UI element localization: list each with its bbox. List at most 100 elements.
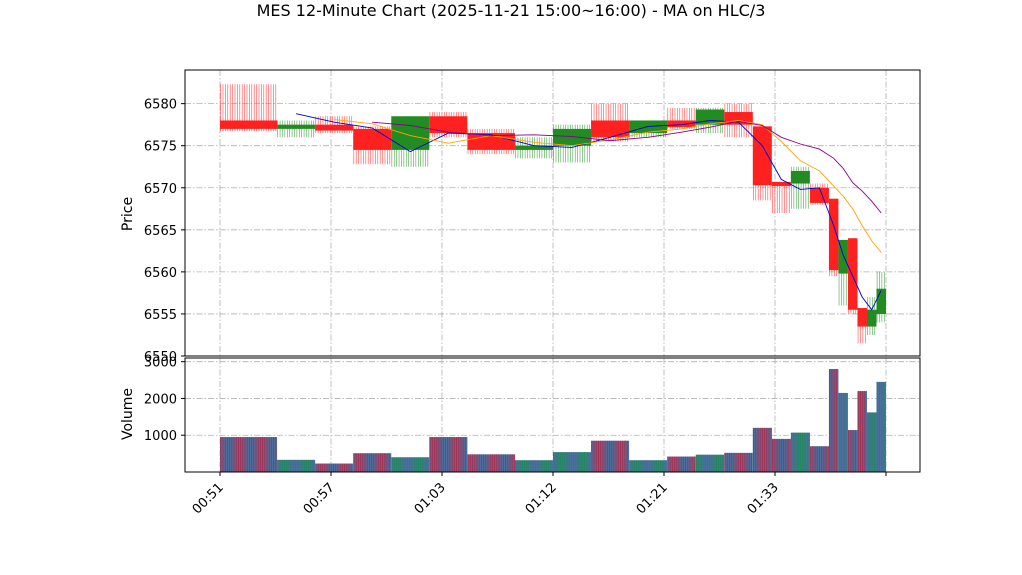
price-tick-label: 6575 <box>144 140 177 155</box>
x-axis: 00:51 00:57 01:03 01:12 01:21 01:33 <box>190 472 887 517</box>
volume-bar-body <box>553 452 592 472</box>
volume-bar <box>838 392 848 472</box>
candle <box>220 84 278 132</box>
volume-panel: 1000 2000 3000 <box>144 356 921 473</box>
candle <box>809 183 829 205</box>
price-tick-label: 6580 <box>144 98 177 113</box>
volume-tick-label: 1000 <box>144 429 177 444</box>
candle <box>391 116 430 167</box>
volume-bar <box>220 437 278 472</box>
price-tick-label: 6550 <box>144 350 177 365</box>
volume-bar-body <box>629 460 668 472</box>
candle <box>828 198 839 277</box>
candle-body <box>591 120 630 138</box>
x-tick-label: 01:21 <box>634 480 671 517</box>
moving-average-line <box>372 120 882 214</box>
candle <box>277 120 316 138</box>
candle-body <box>429 116 468 134</box>
candle <box>752 126 772 201</box>
candle <box>790 166 810 209</box>
candle <box>771 181 791 213</box>
candle-body <box>771 181 791 187</box>
volume-bar <box>771 438 791 472</box>
x-tick-label: 00:57 <box>301 480 338 517</box>
volume-bar <box>667 456 696 472</box>
candle <box>838 239 848 306</box>
candle-body <box>752 126 772 186</box>
price-panel: 6550 6555 6560 6565 6570 6575 6580 <box>144 69 921 365</box>
volume-bar <box>847 430 858 472</box>
x-tick-label: 01:12 <box>523 480 560 517</box>
candle-body <box>315 124 354 131</box>
candle <box>876 271 886 323</box>
price-tick-label: 6555 <box>144 308 177 323</box>
volume-bar <box>391 457 430 472</box>
candle-body <box>514 145 553 150</box>
candle-body <box>809 187 829 203</box>
candle-body <box>838 239 848 274</box>
candle <box>857 308 867 344</box>
volume-bar-body <box>429 437 468 472</box>
volume-axis-label: Volume <box>120 388 136 440</box>
volume-bar <box>429 437 468 472</box>
candle <box>591 103 630 142</box>
candle-body <box>866 309 877 327</box>
volume-bar-body <box>220 437 278 472</box>
candle <box>429 112 468 138</box>
volume-tick-label: 2000 <box>144 392 177 407</box>
candle-body <box>828 198 839 271</box>
x-tick-label: 01:33 <box>745 480 782 517</box>
candle-body <box>220 120 278 129</box>
volume-bar <box>752 427 772 472</box>
candle-body <box>857 308 867 327</box>
candle <box>315 116 354 134</box>
candle-body <box>847 238 858 310</box>
price-tick-label: 6560 <box>144 266 177 281</box>
volume-bar-body <box>353 453 392 472</box>
price-tick-label: 6565 <box>144 224 177 239</box>
price-tick-label: 6570 <box>144 182 177 197</box>
volume-bar <box>857 391 867 472</box>
moving-average-line <box>296 113 882 311</box>
candle <box>353 126 392 165</box>
volume-bar <box>277 459 316 472</box>
chart-title: MES 12-Minute Chart (2025-11-21 15:00~16… <box>257 1 766 20</box>
candle <box>667 107 696 129</box>
volume-bar-body <box>391 457 430 472</box>
candle-body <box>277 124 316 129</box>
candle <box>847 238 858 314</box>
volume-bar <box>876 381 886 472</box>
volume-bar-body <box>591 440 630 472</box>
volume-bar-body <box>277 459 316 472</box>
candle-body <box>391 116 430 150</box>
volume-bar <box>315 463 354 472</box>
candle-body <box>353 128 392 150</box>
candle <box>724 103 753 138</box>
volume-bar <box>724 452 753 472</box>
volume-bar <box>629 460 668 472</box>
candle-body <box>876 288 886 314</box>
volume-bar <box>353 453 392 472</box>
volume-bar <box>809 446 829 472</box>
price-axis-label: Price <box>120 197 136 231</box>
x-tick-label: 00:51 <box>190 480 227 517</box>
moving-average-line <box>334 119 882 253</box>
candle-body <box>553 128 592 146</box>
volume-bar <box>828 369 839 472</box>
volume-bar <box>467 454 515 472</box>
x-tick-label: 01:03 <box>412 480 449 517</box>
price-frame <box>184 69 921 357</box>
volume-bar <box>695 454 725 472</box>
volume-bar <box>866 412 877 472</box>
volume-bar <box>591 440 630 472</box>
candle-body <box>790 170 810 184</box>
candle <box>553 124 592 163</box>
volume-bar <box>790 432 810 472</box>
volume-bar <box>514 460 553 472</box>
volume-tick-label: 3000 <box>144 356 177 371</box>
volume-bar <box>553 452 592 472</box>
volume-bar-body <box>514 460 553 472</box>
volume-bar-body <box>315 463 354 472</box>
candle-body <box>667 120 696 128</box>
